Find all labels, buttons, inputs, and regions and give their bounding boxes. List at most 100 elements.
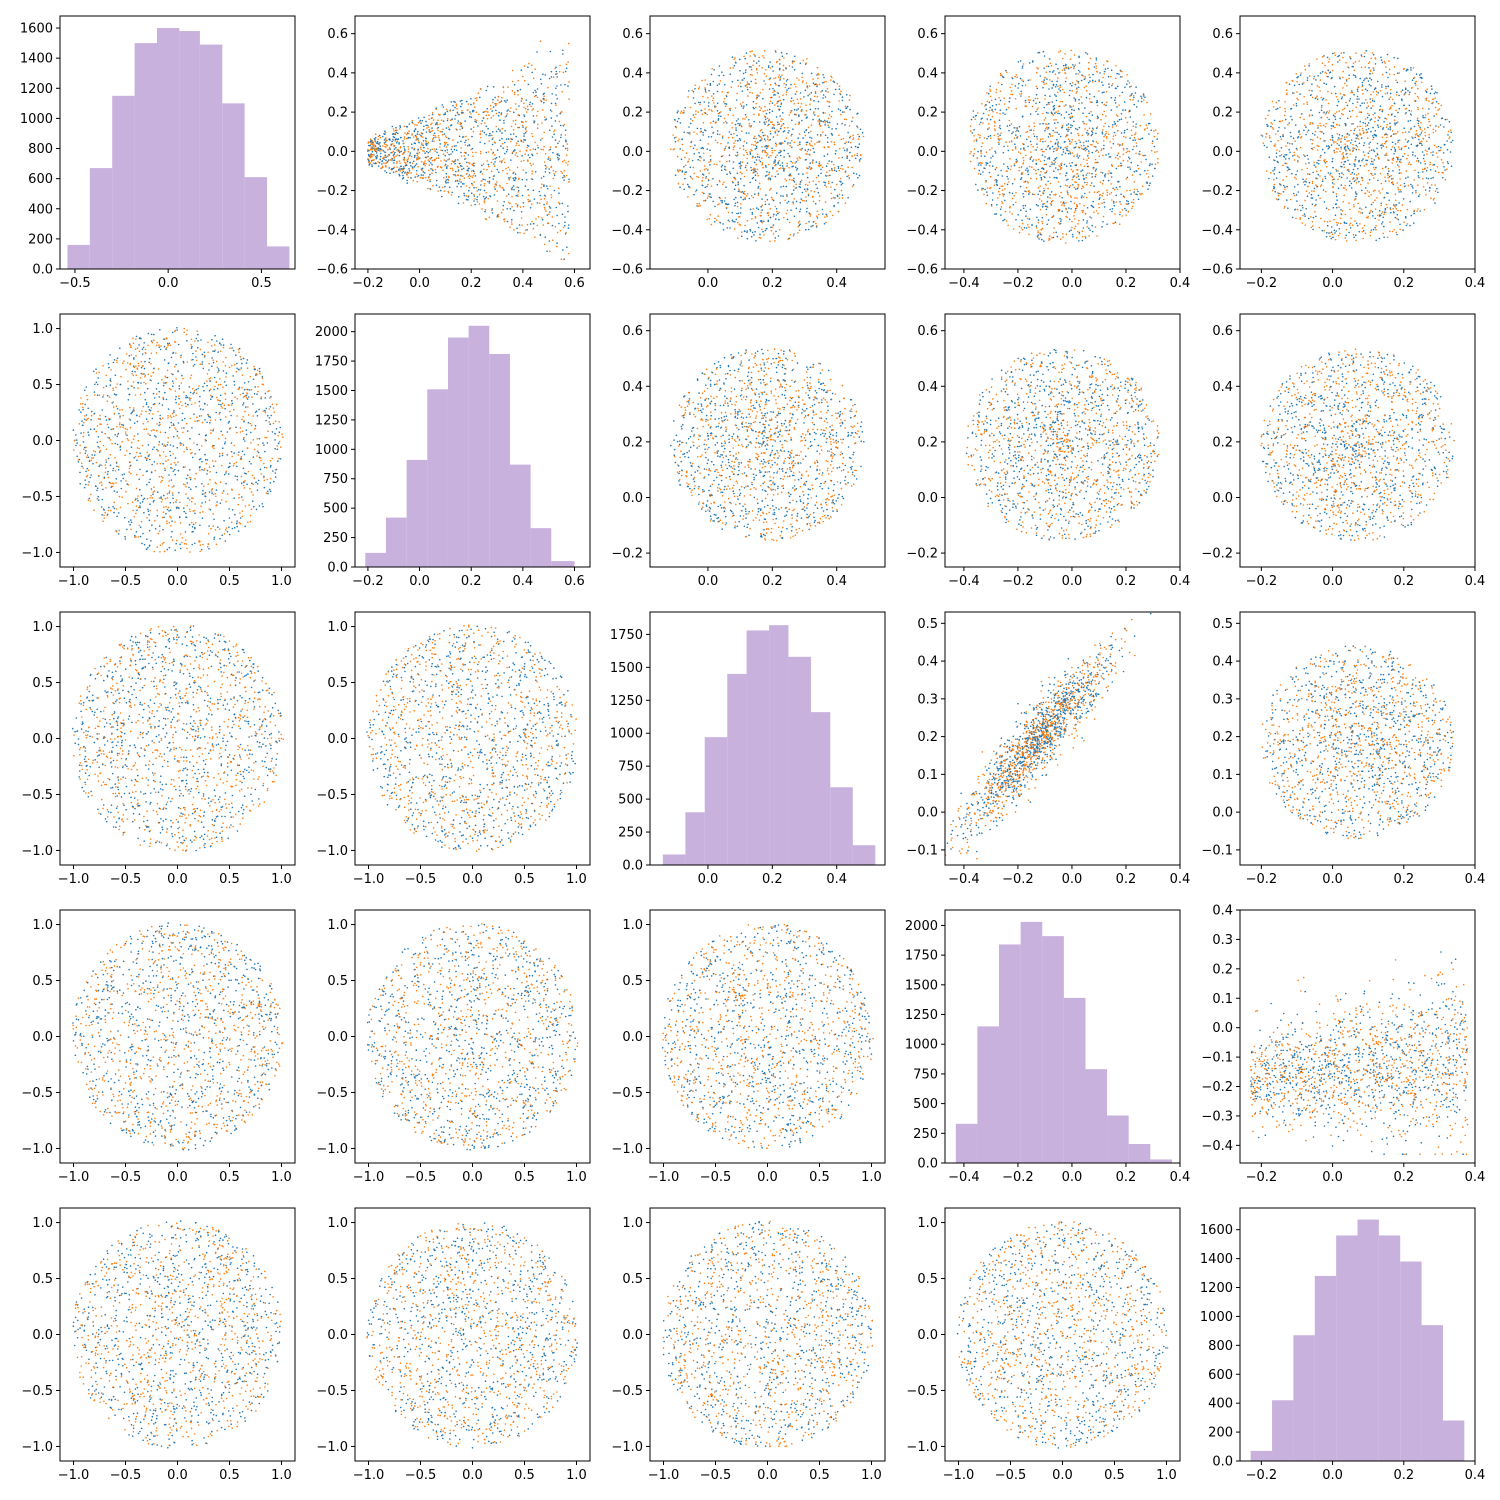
- scatter-point-series-b: [764, 110, 766, 112]
- scatter-point-series-a: [692, 90, 695, 93]
- scatter-point-series-a: [385, 171, 388, 174]
- scatter-point-series-a: [732, 181, 734, 184]
- scatter-point-series-b: [1440, 159, 1443, 161]
- scatter-point-series-a: [540, 139, 542, 141]
- scatter-point-series-b: [1123, 149, 1125, 151]
- scatter-point-series-b: [441, 133, 444, 136]
- scatter-point-series-b: [804, 134, 807, 137]
- scatter-point-series-a: [460, 181, 462, 183]
- scatter-point-series-b: [1039, 140, 1042, 142]
- scatter-point-series-b: [1035, 172, 1037, 175]
- scatter-point-series-b: [510, 107, 512, 109]
- scatter-point-series-b: [478, 193, 481, 196]
- scatter-point-series-b: [1051, 216, 1054, 218]
- scatter-point-series-b: [1061, 204, 1063, 206]
- scatter-point-series-a: [982, 171, 984, 173]
- scatter-point-series-a: [840, 184, 843, 186]
- scatter-point-series-b: [1027, 224, 1029, 226]
- scatter-point-series-a: [1080, 79, 1083, 82]
- scatter-point-series-b: [818, 141, 820, 143]
- scatter-point-series-b: [1059, 166, 1062, 168]
- scatter-point-series-b: [372, 143, 375, 145]
- scatter-point-series-b: [516, 206, 519, 208]
- scatter-point-series-b: [1035, 71, 1038, 74]
- scatter-point-series-b: [754, 217, 757, 219]
- scatter-point-series-a: [782, 130, 785, 133]
- scatter-point-series-a: [712, 200, 714, 203]
- scatter-point-series-a: [992, 155, 994, 157]
- scatter-point-series-b: [859, 154, 862, 156]
- scatter-point-series-a: [741, 191, 744, 193]
- scatter-point-series-a: [846, 157, 848, 160]
- scatter-point-series-b: [566, 149, 569, 151]
- scatter-point-series-a: [1046, 200, 1049, 203]
- scatter-point-series-b: [370, 141, 373, 144]
- scatter-point-series-b: [490, 170, 493, 173]
- scatter-point-series-b: [707, 183, 709, 186]
- scatter-point-series-b: [1146, 173, 1148, 175]
- scatter-point-series-a: [779, 142, 781, 144]
- scatter-point-series-b: [708, 172, 710, 175]
- scatter-point-series-a: [787, 87, 790, 90]
- scatter-point-series-b: [769, 96, 772, 99]
- scatter-point-series-b: [797, 225, 800, 228]
- scatter-point-series-b: [510, 140, 512, 143]
- scatter-point-series-a: [1078, 62, 1081, 64]
- scatter-point-series-a: [424, 172, 426, 174]
- scatter-point-series-b: [431, 168, 434, 171]
- scatter-point-series-b: [1073, 227, 1076, 230]
- scatter-point-series-b: [836, 183, 838, 186]
- scatter-point-series-a: [521, 178, 524, 181]
- scatter-point-series-a: [445, 166, 448, 168]
- scatter-point-series-b: [1075, 181, 1077, 183]
- scatter-point-series-b: [1037, 231, 1039, 234]
- scatter-point-series-a: [1107, 67, 1109, 70]
- scatter-point-series-b: [465, 135, 467, 138]
- scatter-point-series-b: [525, 120, 527, 123]
- scatter-point-series-a: [480, 170, 482, 173]
- scatter-point-series-b: [367, 158, 369, 160]
- scatter-point-series-b: [1046, 128, 1049, 130]
- scatter-point-series-a: [1017, 61, 1020, 63]
- scatter-point-series-b: [1007, 224, 1009, 227]
- scatter-point-series-a: [734, 202, 737, 205]
- scatter-point-series-a: [972, 155, 975, 157]
- scatter-point-series-b: [997, 141, 1000, 144]
- scatter-point-series-b: [824, 122, 826, 124]
- scatter-point-series-b: [778, 228, 781, 231]
- scatter-point-series-a: [788, 155, 791, 157]
- scatter-point-series-a: [397, 138, 400, 140]
- scatter-point-series-b: [1380, 204, 1382, 207]
- scatter-point-series-a: [1054, 142, 1057, 144]
- scatter-point-series-a: [442, 106, 445, 108]
- scatter-point-series-a: [724, 102, 726, 105]
- scatter-point-series-a: [1128, 157, 1131, 160]
- scatter-point-series-b: [780, 125, 782, 128]
- scatter-point-series-a: [517, 231, 519, 234]
- scatter-point-series-a: [822, 97, 824, 99]
- scatter-point-series-a: [707, 105, 710, 107]
- scatter-point-series-a: [985, 179, 987, 182]
- scatter-point-series-a: [415, 170, 418, 172]
- scatter-point-series-b: [390, 144, 393, 147]
- scatter-point-series-b: [1046, 123, 1048, 126]
- scatter-point-series-b: [707, 195, 709, 197]
- scatter-point-series-b: [1044, 127, 1047, 130]
- scatter-point-series-b: [693, 131, 695, 133]
- scatter-point-series-a: [731, 212, 734, 214]
- scatter-point-series-b: [1104, 122, 1107, 125]
- scatter-point-series-b: [1131, 174, 1134, 176]
- scatter-point-series-b: [690, 177, 693, 179]
- scatter-point-series-b: [807, 126, 810, 129]
- scatter-point-series-a: [1032, 160, 1034, 162]
- scatter-point-series-a: [1112, 142, 1115, 145]
- scatter-point-series-b: [786, 195, 788, 197]
- scatter-point-series-b: [1315, 184, 1317, 186]
- scatter-point-series-a: [1123, 129, 1126, 132]
- scatter-point-series-a: [507, 109, 509, 111]
- scatter-point-series-b: [751, 156, 754, 159]
- scatter-point-series-a: [1015, 158, 1018, 161]
- scatter-point-series-a: [841, 156, 844, 159]
- scatter-point-series-b: [528, 62, 530, 65]
- scatter-point-series-a: [518, 105, 520, 107]
